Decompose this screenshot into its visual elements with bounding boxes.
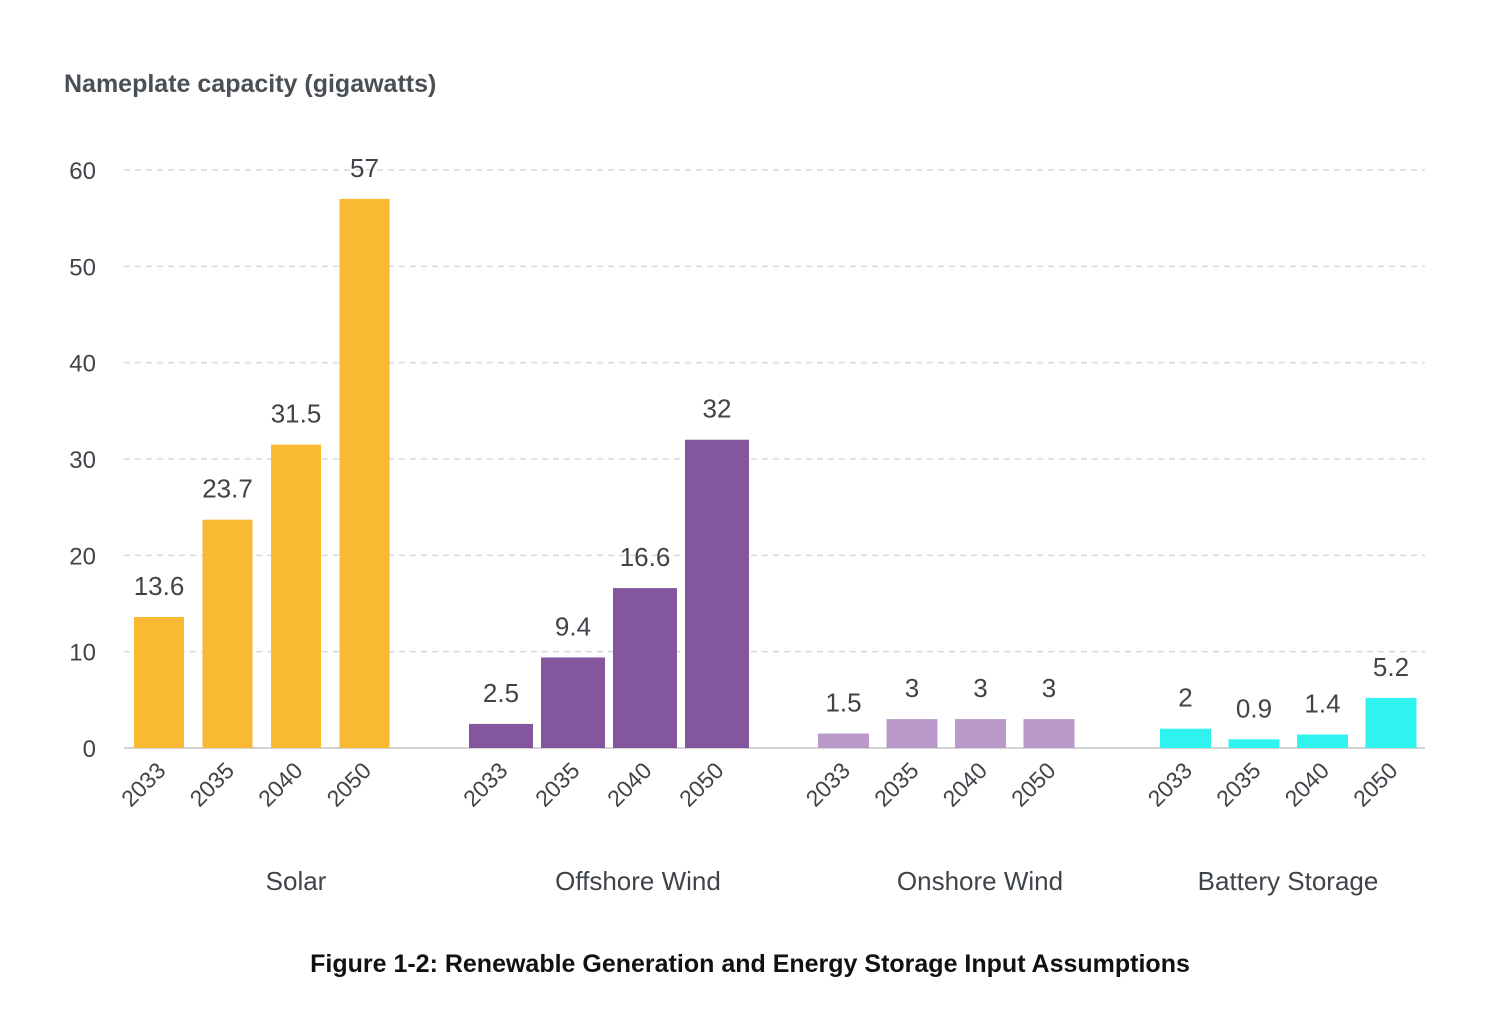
bars <box>134 198 1417 748</box>
bar-battery-storage-2033 <box>1160 728 1211 748</box>
x-tick-label-battery-storage-2033: 2033 <box>1142 757 1197 812</box>
data-label-onshore-wind-2035: 3 <box>905 673 919 703</box>
x-tick-label-battery-storage-2035: 2035 <box>1211 757 1266 812</box>
data-label-battery-storage-2050: 5.2 <box>1373 652 1409 682</box>
x-tick-label-solar-2050: 2050 <box>321 757 376 812</box>
data-label-battery-storage-2033: 2 <box>1178 683 1192 713</box>
y-axis-title: Nameplate capacity (gigawatts) <box>64 70 437 98</box>
y-tick-label: 0 <box>83 736 96 763</box>
x-tick-label-onshore-wind-2050: 2050 <box>1006 757 1061 812</box>
data-label-offshore-wind-2040: 16.6 <box>620 542 671 572</box>
x-tick-label-offshore-wind-2050: 2050 <box>674 757 729 812</box>
data-label-onshore-wind-2033: 1.5 <box>825 688 861 718</box>
x-tick-label-onshore-wind-2033: 2033 <box>800 757 855 812</box>
category-label-solar: Solar <box>266 866 327 896</box>
y-axis-ticks: 0 10 20 30 40 50 60 <box>69 158 96 763</box>
data-label-offshore-wind-2035: 9.4 <box>555 611 591 641</box>
x-tick-label-battery-storage-2040: 2040 <box>1279 757 1334 812</box>
bar-battery-storage-2035 <box>1228 739 1280 748</box>
bar-solar-2040 <box>271 444 321 748</box>
bar-onshore-wind-2050 <box>1023 719 1075 748</box>
x-tick-label-onshore-wind-2035: 2035 <box>869 757 924 812</box>
x-tick-label-solar-2033: 2033 <box>116 757 171 812</box>
data-label-offshore-wind-2050: 32 <box>703 394 732 424</box>
bar-onshore-wind-2035 <box>886 719 938 748</box>
data-label-onshore-wind-2050: 3 <box>1042 673 1056 703</box>
y-tick-label: 50 <box>69 254 96 281</box>
bar-offshore-wind-2040 <box>613 588 677 748</box>
x-tick-label-onshore-wind-2040: 2040 <box>937 757 992 812</box>
data-label-solar-2040: 31.5 <box>271 399 322 429</box>
category-label-battery-storage: Battery Storage <box>1198 866 1379 896</box>
y-tick-label: 10 <box>69 640 96 667</box>
x-tick-label-offshore-wind-2040: 2040 <box>602 757 657 812</box>
bar-onshore-wind-2040 <box>955 719 1006 748</box>
bar-onshore-wind-2033 <box>818 733 869 748</box>
bar-battery-storage-2040 <box>1297 734 1348 748</box>
bar-solar-2033 <box>134 616 184 748</box>
data-label-solar-2050: 57 <box>350 153 379 183</box>
category-label-offshore-wind: Offshore Wind <box>555 866 721 896</box>
bar-offshore-wind-2035 <box>541 657 605 748</box>
y-tick-label: 40 <box>69 351 96 378</box>
y-tick-label: 20 <box>69 543 96 570</box>
bar-offshore-wind-2033 <box>469 723 533 748</box>
y-tick-label: 30 <box>69 447 96 474</box>
bar-battery-storage-2050 <box>1365 697 1417 748</box>
x-tick-label-solar-2035: 2035 <box>184 757 239 812</box>
data-label-offshore-wind-2033: 2.5 <box>483 678 519 708</box>
y-tick-label: 60 <box>69 158 96 185</box>
data-label-battery-storage-2035: 0.9 <box>1236 693 1272 723</box>
data-label-solar-2033: 13.6 <box>134 571 185 601</box>
data-label-onshore-wind-2040: 3 <box>973 673 987 703</box>
x-tick-label-battery-storage-2050: 2050 <box>1348 757 1403 812</box>
bar-solar-2050 <box>339 198 390 748</box>
data-label-solar-2035: 23.7 <box>202 474 253 504</box>
category-label-onshore-wind: Onshore Wind <box>897 866 1063 896</box>
figure-caption: Figure 1-2: Renewable Generation and Ene… <box>310 950 1190 978</box>
x-tick-label-offshore-wind-2033: 2033 <box>458 757 513 812</box>
data-label-battery-storage-2040: 1.4 <box>1304 689 1340 719</box>
bar-offshore-wind-2050 <box>685 439 749 748</box>
bar-solar-2035 <box>202 519 253 748</box>
x-tick-label-solar-2040: 2040 <box>253 757 308 812</box>
x-tick-label-offshore-wind-2035: 2035 <box>530 757 585 812</box>
